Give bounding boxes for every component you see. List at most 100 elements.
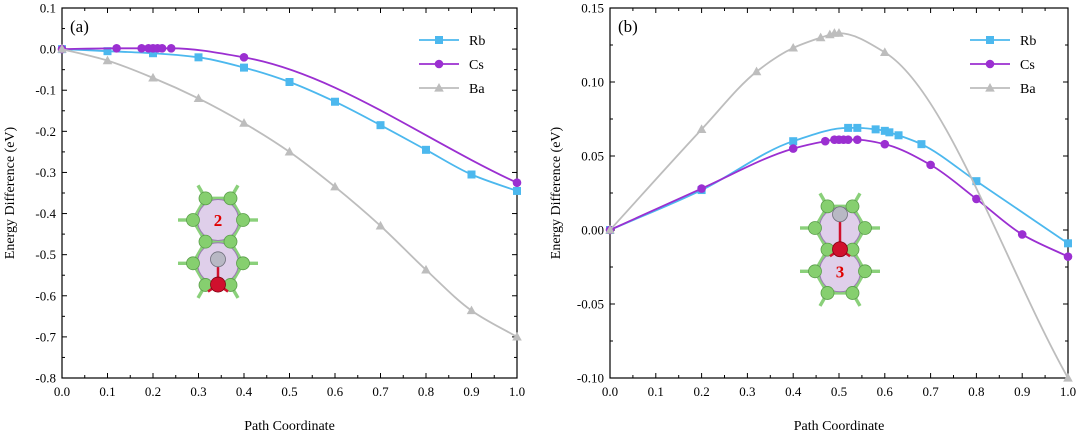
- carbon-atom: [236, 256, 250, 271]
- carbon-atom: [186, 213, 200, 227]
- legend-label-cs: Cs: [469, 58, 484, 73]
- x-tick-label: 0.7: [922, 384, 939, 399]
- x-axis-title: Path Coordinate: [794, 419, 885, 434]
- y-tick-label: 0.00: [581, 223, 604, 238]
- data-point-ba: [815, 32, 826, 42]
- data-point-cs: [926, 160, 935, 170]
- legend: Rb Cs Ba: [970, 34, 1036, 97]
- carbon-atom: [808, 221, 822, 235]
- data-point-rb: [885, 128, 894, 137]
- data-point-rb: [1064, 239, 1072, 248]
- x-tick-label: 0.2: [145, 384, 161, 399]
- series-line-rb: [61, 48, 518, 192]
- data-point-rb: [513, 186, 521, 195]
- metal-atom: [210, 251, 226, 268]
- data-point-ba: [57, 44, 67, 53]
- data-point-ba: [512, 331, 522, 341]
- y-tick-label: 0.15: [581, 1, 604, 16]
- carbon-atom: [198, 234, 213, 249]
- data-point-cs: [1063, 252, 1073, 261]
- data-point-cs: [697, 184, 706, 193]
- y-tick-label: -0.2: [35, 124, 56, 139]
- y-tick-label: 0.10: [581, 75, 604, 90]
- data-point-ba: [880, 47, 890, 56]
- panel-label: (b): [618, 17, 638, 36]
- data-point-rb: [194, 53, 203, 62]
- data-point-ba: [421, 264, 431, 274]
- y-axis-title: Energy Difference (eV): [549, 126, 564, 259]
- y-tick-label: -0.1: [35, 83, 56, 98]
- data-point-rb: [422, 145, 430, 154]
- data-point-rb: [917, 140, 926, 149]
- inset-structure: 2: [178, 184, 258, 299]
- carbon-atom: [858, 264, 872, 279]
- legend-label-rb: Rb: [469, 34, 485, 49]
- data-point-rb: [467, 170, 476, 179]
- x-tick-label: 0.5: [831, 384, 847, 399]
- y-tick-label: -0.7: [35, 329, 56, 344]
- x-tick-label: 0.3: [739, 384, 755, 399]
- legend-label-ba: Ba: [469, 82, 485, 97]
- series-line-rb: [609, 126, 1069, 245]
- data-point-rb: [331, 97, 339, 106]
- data-point-ba: [605, 225, 615, 234]
- data-point-cs: [112, 43, 121, 53]
- data-point-rb: [871, 125, 880, 134]
- legend: Rb Cs Ba: [419, 34, 485, 97]
- data-point-ba: [834, 28, 844, 37]
- data-point-cs: [239, 53, 249, 62]
- legend-marker-ba: [985, 83, 995, 92]
- panel-label: (a): [70, 17, 89, 36]
- oxygen-atom: [210, 276, 226, 293]
- y-tick-label: 0.05: [581, 149, 604, 164]
- series-ba: [57, 44, 522, 341]
- data-point-rb: [880, 126, 889, 135]
- data-point-rb: [376, 121, 385, 130]
- data-point-ba: [102, 55, 113, 65]
- data-point-rb: [149, 49, 157, 58]
- data-point-cs: [157, 43, 167, 53]
- data-point-ba: [375, 220, 386, 230]
- x-tick-label: 0.8: [968, 384, 984, 399]
- x-tick-label: 1.0: [1060, 384, 1076, 399]
- series-ba: [605, 28, 1073, 382]
- data-point-rb: [894, 131, 903, 140]
- x-tick-label: 0.5: [281, 384, 297, 399]
- legend-label-ba: Ba: [1020, 82, 1036, 97]
- site-number-label: 2: [214, 211, 223, 230]
- x-tick-label: 0.6: [327, 384, 344, 399]
- carbon-atom: [858, 221, 872, 235]
- x-tick-label: 0.9: [463, 384, 479, 399]
- legend-marker-rb: [986, 36, 994, 44]
- legend-marker-cs: [434, 59, 444, 69]
- legend-marker-cs: [985, 59, 995, 69]
- data-point-ba: [1063, 373, 1073, 382]
- x-tick-label: 0.9: [1014, 384, 1030, 399]
- carbon-atom: [186, 256, 200, 271]
- data-point-ba: [330, 181, 340, 191]
- legend-label-cs: Cs: [1020, 58, 1035, 73]
- y-tick-label: -0.6: [35, 288, 56, 303]
- carbon-atom: [845, 286, 860, 300]
- x-tick-label: 0.2: [693, 384, 709, 399]
- legend-marker-rb: [435, 36, 443, 44]
- panel-a: 0.0 0.1 0.2 0.3 0.4 0.5 0.6 0.7 0.8 0.9 1.00.10.0-…: [3, 1, 525, 434]
- x-tick-label: 0.7: [372, 384, 389, 399]
- data-point-cs: [843, 135, 853, 145]
- data-point-ba: [239, 118, 249, 127]
- y-tick-label: -0.10: [577, 371, 604, 386]
- carbon-atom: [808, 264, 822, 279]
- data-point-cs: [972, 194, 981, 204]
- y-tick-label: 0.0: [40, 42, 56, 57]
- data-point-cs: [1017, 230, 1027, 239]
- data-point-cs: [820, 136, 830, 146]
- data-point-cs: [137, 43, 146, 53]
- metal-atom: [832, 206, 848, 223]
- data-point-rb: [844, 123, 853, 132]
- carbon-atom: [223, 234, 238, 249]
- data-point-ba: [466, 305, 477, 315]
- data-point-cs: [853, 135, 862, 145]
- y-axis-title: Energy Difference (eV): [3, 126, 18, 259]
- data-point-cs: [512, 178, 522, 188]
